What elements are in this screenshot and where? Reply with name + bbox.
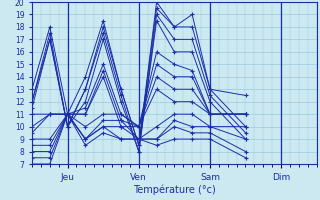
X-axis label: Température (°c): Température (°c) bbox=[133, 185, 216, 195]
